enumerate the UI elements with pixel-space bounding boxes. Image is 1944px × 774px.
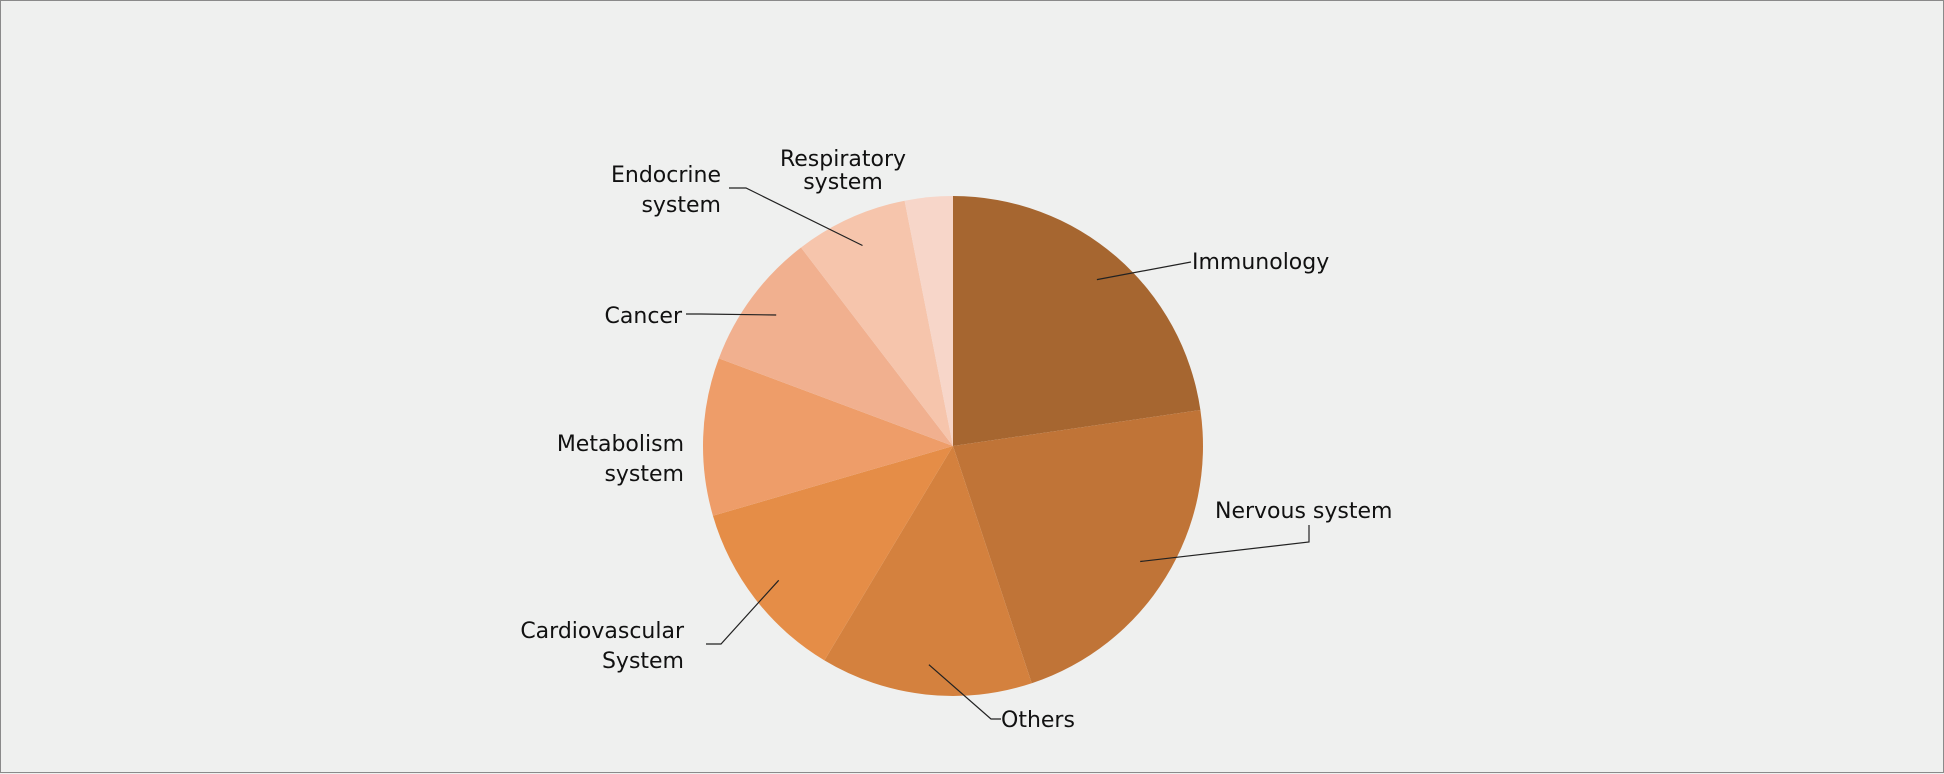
- label-immunology: Immunology: [1192, 250, 1329, 275]
- label-respiratory-system-line-1: Respiratory: [780, 147, 906, 172]
- leader-others: [928, 664, 1001, 720]
- slice-endocrine-system: [801, 200, 953, 446]
- slice-nervous-system: [953, 410, 1203, 684]
- label-cancer: Cancer: [605, 304, 683, 329]
- slice-cardiovascular-system: [712, 446, 953, 661]
- label-metabolism-system-line-1: Metabolism: [557, 432, 684, 457]
- leader-lines: [686, 187, 1310, 720]
- label-cardiovascular-system-line-1: Cardiovascular: [520, 619, 685, 644]
- label-respiratory-system-line-2: system: [803, 170, 883, 195]
- slice-respiratory-system: [904, 196, 953, 446]
- label-metabolism-system-line-2: system: [604, 462, 684, 487]
- slice-cancer: [718, 247, 953, 446]
- pie-slices: [703, 196, 1203, 696]
- leader-cancer: [686, 313, 777, 316]
- slice-labels: Immunology Nervous system Others Cardiovasc…: [520, 147, 1392, 733]
- slice-others: [824, 446, 1032, 696]
- label-endocrine-system-line-1: Endocrine: [611, 163, 721, 188]
- label-endocrine-system-line-2: system: [641, 193, 721, 218]
- slice-metabolism-system: [703, 358, 953, 516]
- label-nervous-system: Nervous system: [1215, 499, 1392, 524]
- leader-cardiovascular-system: [706, 579, 780, 645]
- slice-immunology: [953, 196, 1201, 446]
- leader-endocrine-system: [729, 187, 863, 247]
- leader-immunology: [1096, 261, 1192, 281]
- label-cardiovascular-system-line-2: System: [602, 649, 684, 674]
- label-others: Others: [1001, 708, 1075, 733]
- leader-nervous-system: [1140, 525, 1310, 563]
